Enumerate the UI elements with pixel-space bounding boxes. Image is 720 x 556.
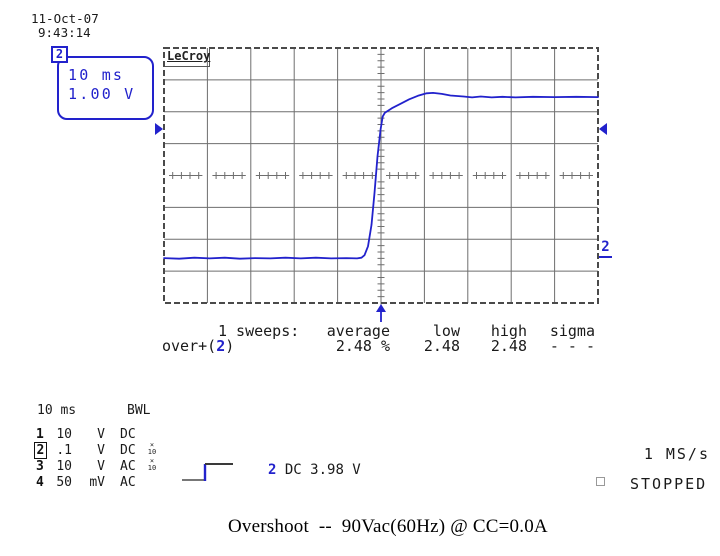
scope-display [155, 47, 607, 322]
channel-4-scale: 50 [56, 475, 72, 490]
timebase-label: 10 ms [37, 403, 77, 418]
channel-3-x10-probe-icon: × 10 [147, 457, 157, 472]
channel-1-coupling: DC [120, 427, 136, 442]
trace-box-channel-badge: 2 [51, 46, 68, 63]
channel-3-unit: V [97, 459, 105, 474]
channel-1-scale: 10 [56, 427, 72, 442]
channel-4-unit: mV [89, 475, 105, 490]
date-label: 11-Oct-07 [31, 11, 99, 26]
sweeps-label: 1 sweeps: [218, 322, 300, 340]
col-low: low [432, 322, 460, 340]
trigger-level-marker-left [155, 122, 163, 135]
trace-scale-label: 1.00 V [68, 85, 136, 103]
sample-rate-label: 1 MS/s [643, 445, 710, 463]
value-sigma: - - - [549, 337, 595, 355]
channel-number-4: 4 [36, 475, 44, 490]
stopped-indicator-box [596, 477, 605, 486]
channel-2-scale: .1 [56, 443, 72, 458]
col-sigma: sigma [549, 322, 595, 340]
trigger-slope-icon [182, 463, 233, 481]
lecroy-logo: LeCroy [165, 48, 210, 67]
time-label: 9:43:14 [38, 25, 91, 40]
waveform-trace-ch2 [163, 92, 599, 260]
channel-number-1: 1 [36, 427, 44, 442]
trigger-level-marker-right [599, 122, 607, 135]
trigger-time-arrow-head [376, 304, 386, 312]
col-high: high [490, 322, 527, 340]
col-average: average [326, 322, 390, 340]
channel-2-x10-probe-icon: × 10 [147, 441, 157, 456]
channel-2-coupling: DC [120, 443, 136, 458]
channel-list: 1 10 V DC 2 .1 V DC × 10 3 10 V AC × 10 4 50 mV AC [34, 427, 196, 497]
channel-row-1: 1 10 V DC [36, 427, 176, 443]
channel-1-unit: V [97, 427, 105, 442]
graticule-center-horizontal-ruler [169, 172, 593, 179]
channel-row-2: 2 .1 V DC × 10 [34, 441, 176, 459]
channel-number-2: 2 [34, 442, 47, 459]
ch2-zero-level-label: 2 [599, 240, 612, 258]
value-average: 2.48 % [335, 337, 390, 355]
value-high: 2.48 [490, 337, 527, 355]
channel-row-4: 4 50 mV AC [36, 475, 176, 491]
parameter-label: over+(2) [162, 337, 235, 355]
trigger-readout: 2 DC 3.98 V [268, 462, 361, 478]
channel-2-unit: V [97, 443, 105, 458]
channel-number-3: 3 [36, 459, 44, 474]
trace-parameter-box: 10 ms 1.00 V [57, 56, 154, 120]
trace-timebase-label: 10 ms [68, 66, 125, 84]
trigger-channel: 2 [268, 462, 277, 478]
figure-caption: Overshoot -- 90Vac(60Hz) @ CC=0.0A [228, 516, 548, 537]
channel-4-coupling: AC [120, 475, 136, 490]
parameter-channel: 2 [216, 337, 226, 355]
acquisition-state-label: STOPPED [630, 475, 708, 493]
channel-3-coupling: AC [120, 459, 136, 474]
channel-3-scale: 10 [56, 459, 72, 474]
bwl-label: BWL [127, 403, 151, 418]
graticule-border [163, 47, 599, 304]
graticule-center-vertical-ruler [377, 48, 385, 307]
value-low: 2.48 [423, 337, 460, 355]
channel-row-3: 3 10 V AC × 10 [36, 457, 176, 475]
